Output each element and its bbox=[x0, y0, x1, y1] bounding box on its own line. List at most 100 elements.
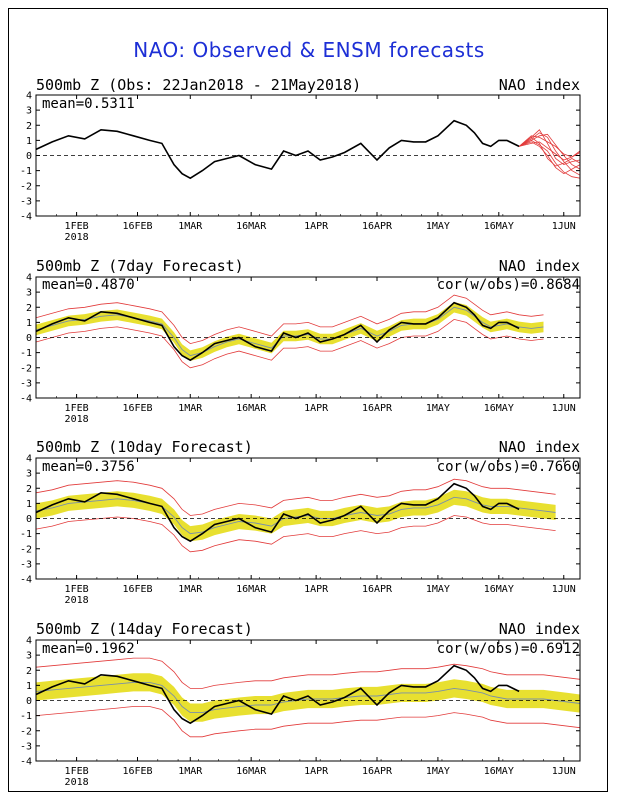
panel-right-label: NAO index bbox=[499, 620, 580, 638]
panel-title: 500mb Z (10day Forecast) bbox=[36, 438, 253, 456]
x-tick-label: 16FEB bbox=[122, 403, 152, 414]
panel-cor-stat: cor(w/obs)=0.6912 bbox=[437, 641, 580, 657]
panel-cor-stat: cor(w/obs)=0.7660 bbox=[437, 459, 580, 475]
spread-band bbox=[36, 302, 544, 361]
observed-nao-line bbox=[35, 301, 520, 362]
spread-band bbox=[36, 489, 556, 542]
x-tick-label: 1JUN bbox=[552, 403, 576, 414]
observed-nao-line bbox=[35, 119, 520, 180]
x-tick-label: 1JUN bbox=[552, 766, 576, 777]
panel-10day: 500mb Z (10day Forecast) NAO index mean=… bbox=[20, 438, 581, 606]
member-forecast-line bbox=[518, 139, 581, 179]
x-tick-label: 1APR bbox=[304, 584, 329, 595]
y-tick-label: 1 bbox=[26, 318, 32, 329]
ensemble-lower-line bbox=[35, 515, 556, 553]
x-tick-year-label: 2018 bbox=[65, 595, 89, 606]
plot-area bbox=[35, 119, 581, 180]
x-tick-label: 1APR bbox=[304, 221, 329, 232]
y-tick-label: -2 bbox=[20, 726, 32, 737]
y-tick-label: 2 bbox=[26, 666, 32, 677]
y-tick-label: 4 bbox=[26, 273, 32, 284]
panel-title: 500mb Z (14day Forecast) bbox=[36, 620, 253, 638]
member-forecast-line bbox=[518, 133, 581, 170]
y-tick-label: 4 bbox=[26, 636, 32, 647]
x-tick-label: 1MAY bbox=[426, 584, 450, 595]
panel-title: 500mb Z (Obs: 22Jan2018 - 21May2018) bbox=[36, 76, 361, 94]
y-tick-label: 0 bbox=[26, 514, 32, 525]
figure-title: NAO: Observed & ENSM forecasts bbox=[133, 38, 485, 62]
plot-area bbox=[35, 657, 581, 738]
y-tick-label: 1 bbox=[26, 136, 32, 147]
y-tick-label: 2 bbox=[26, 484, 32, 495]
y-tick-label: 2 bbox=[26, 303, 32, 314]
y-tick-label: -1 bbox=[20, 348, 32, 359]
member-forecast-line bbox=[518, 136, 581, 167]
y-tick-label: -3 bbox=[20, 559, 32, 570]
x-tick-label: 1MAR bbox=[178, 584, 203, 595]
panel-title: 500mb Z (7day Forecast) bbox=[36, 257, 244, 275]
y-tick-label: -2 bbox=[20, 181, 32, 192]
x-tick-label: 16FEB bbox=[122, 766, 152, 777]
y-tick-label: 0 bbox=[26, 151, 32, 162]
y-tick-label: 4 bbox=[26, 454, 32, 465]
ensemble-upper-line bbox=[35, 294, 544, 345]
panel-cor-stat: cor(w/obs)=0.8684 bbox=[437, 277, 580, 293]
x-tick-label: 16MAY bbox=[484, 584, 514, 595]
member-forecast-line bbox=[518, 141, 581, 175]
observed-nao-line bbox=[35, 482, 520, 543]
plot-area bbox=[35, 478, 580, 553]
x-tick-label: 1MAR bbox=[178, 766, 203, 777]
x-tick-label: 1JUN bbox=[552, 584, 576, 595]
panel-mean-stat: mean=0.1962 bbox=[42, 641, 135, 657]
y-tick-label: 3 bbox=[26, 651, 32, 662]
x-tick-year-label: 2018 bbox=[65, 414, 89, 425]
x-tick-label: 1MAR bbox=[178, 221, 203, 232]
x-tick-label: 1JUN bbox=[552, 221, 576, 232]
x-tick-label: 1MAY bbox=[426, 766, 450, 777]
y-tick-label: -4 bbox=[20, 575, 32, 586]
panel-mean-stat: mean=0.5311 bbox=[42, 96, 135, 112]
observed-nao-line bbox=[35, 664, 520, 725]
ensemble-mean-line bbox=[35, 681, 581, 714]
spread-band bbox=[36, 673, 580, 722]
x-tick-label: 1APR bbox=[304, 766, 329, 777]
x-tick-label: 16FEB bbox=[122, 221, 152, 232]
x-tick-label: 1MAY bbox=[426, 403, 450, 414]
y-tick-label: -4 bbox=[20, 394, 32, 405]
plot-area bbox=[35, 294, 580, 369]
x-tick-label: 16APR bbox=[362, 403, 393, 414]
panel-right-label: NAO index bbox=[499, 76, 580, 94]
x-tick-year-label: 2018 bbox=[65, 777, 89, 788]
x-tick-label: 16MAY bbox=[484, 403, 514, 414]
y-tick-label: 1 bbox=[26, 499, 32, 510]
y-tick-label: -2 bbox=[20, 544, 32, 555]
x-tick-label: 16MAR bbox=[236, 221, 267, 232]
x-tick-label: 1MAR bbox=[178, 403, 203, 414]
x-tick-label: 16MAY bbox=[484, 221, 514, 232]
member-forecast-line bbox=[519, 141, 581, 161]
y-tick-label: 3 bbox=[26, 288, 32, 299]
panel-mean-stat: mean=0.4870 bbox=[42, 277, 135, 293]
panel-14day: 500mb Z (14day Forecast) NAO index mean=… bbox=[20, 620, 581, 788]
figure-frame bbox=[8, 8, 608, 792]
x-tick-label: 16APR bbox=[362, 221, 393, 232]
x-tick-label: 1FEB bbox=[65, 584, 89, 595]
y-tick-label: -1 bbox=[20, 166, 32, 177]
y-tick-label: -3 bbox=[20, 378, 32, 389]
ensemble-lower-line bbox=[35, 318, 544, 369]
y-tick-label: 4 bbox=[26, 91, 32, 102]
y-tick-label: -3 bbox=[20, 196, 32, 207]
x-tick-label: 16MAR bbox=[236, 403, 267, 414]
ensemble-upper-line bbox=[35, 657, 581, 689]
y-tick-label: 2 bbox=[26, 121, 32, 132]
x-tick-label: 16MAR bbox=[236, 766, 267, 777]
y-tick-label: -4 bbox=[20, 757, 32, 768]
y-tick-label: 0 bbox=[26, 333, 32, 344]
x-tick-label: 1FEB bbox=[65, 766, 89, 777]
y-tick-label: -3 bbox=[20, 741, 32, 752]
panel-mean-stat: mean=0.3756 bbox=[42, 459, 135, 475]
panel-right-label: NAO index bbox=[499, 438, 580, 456]
panel-right-label: NAO index bbox=[499, 257, 580, 275]
x-tick-label: 1APR bbox=[304, 403, 329, 414]
